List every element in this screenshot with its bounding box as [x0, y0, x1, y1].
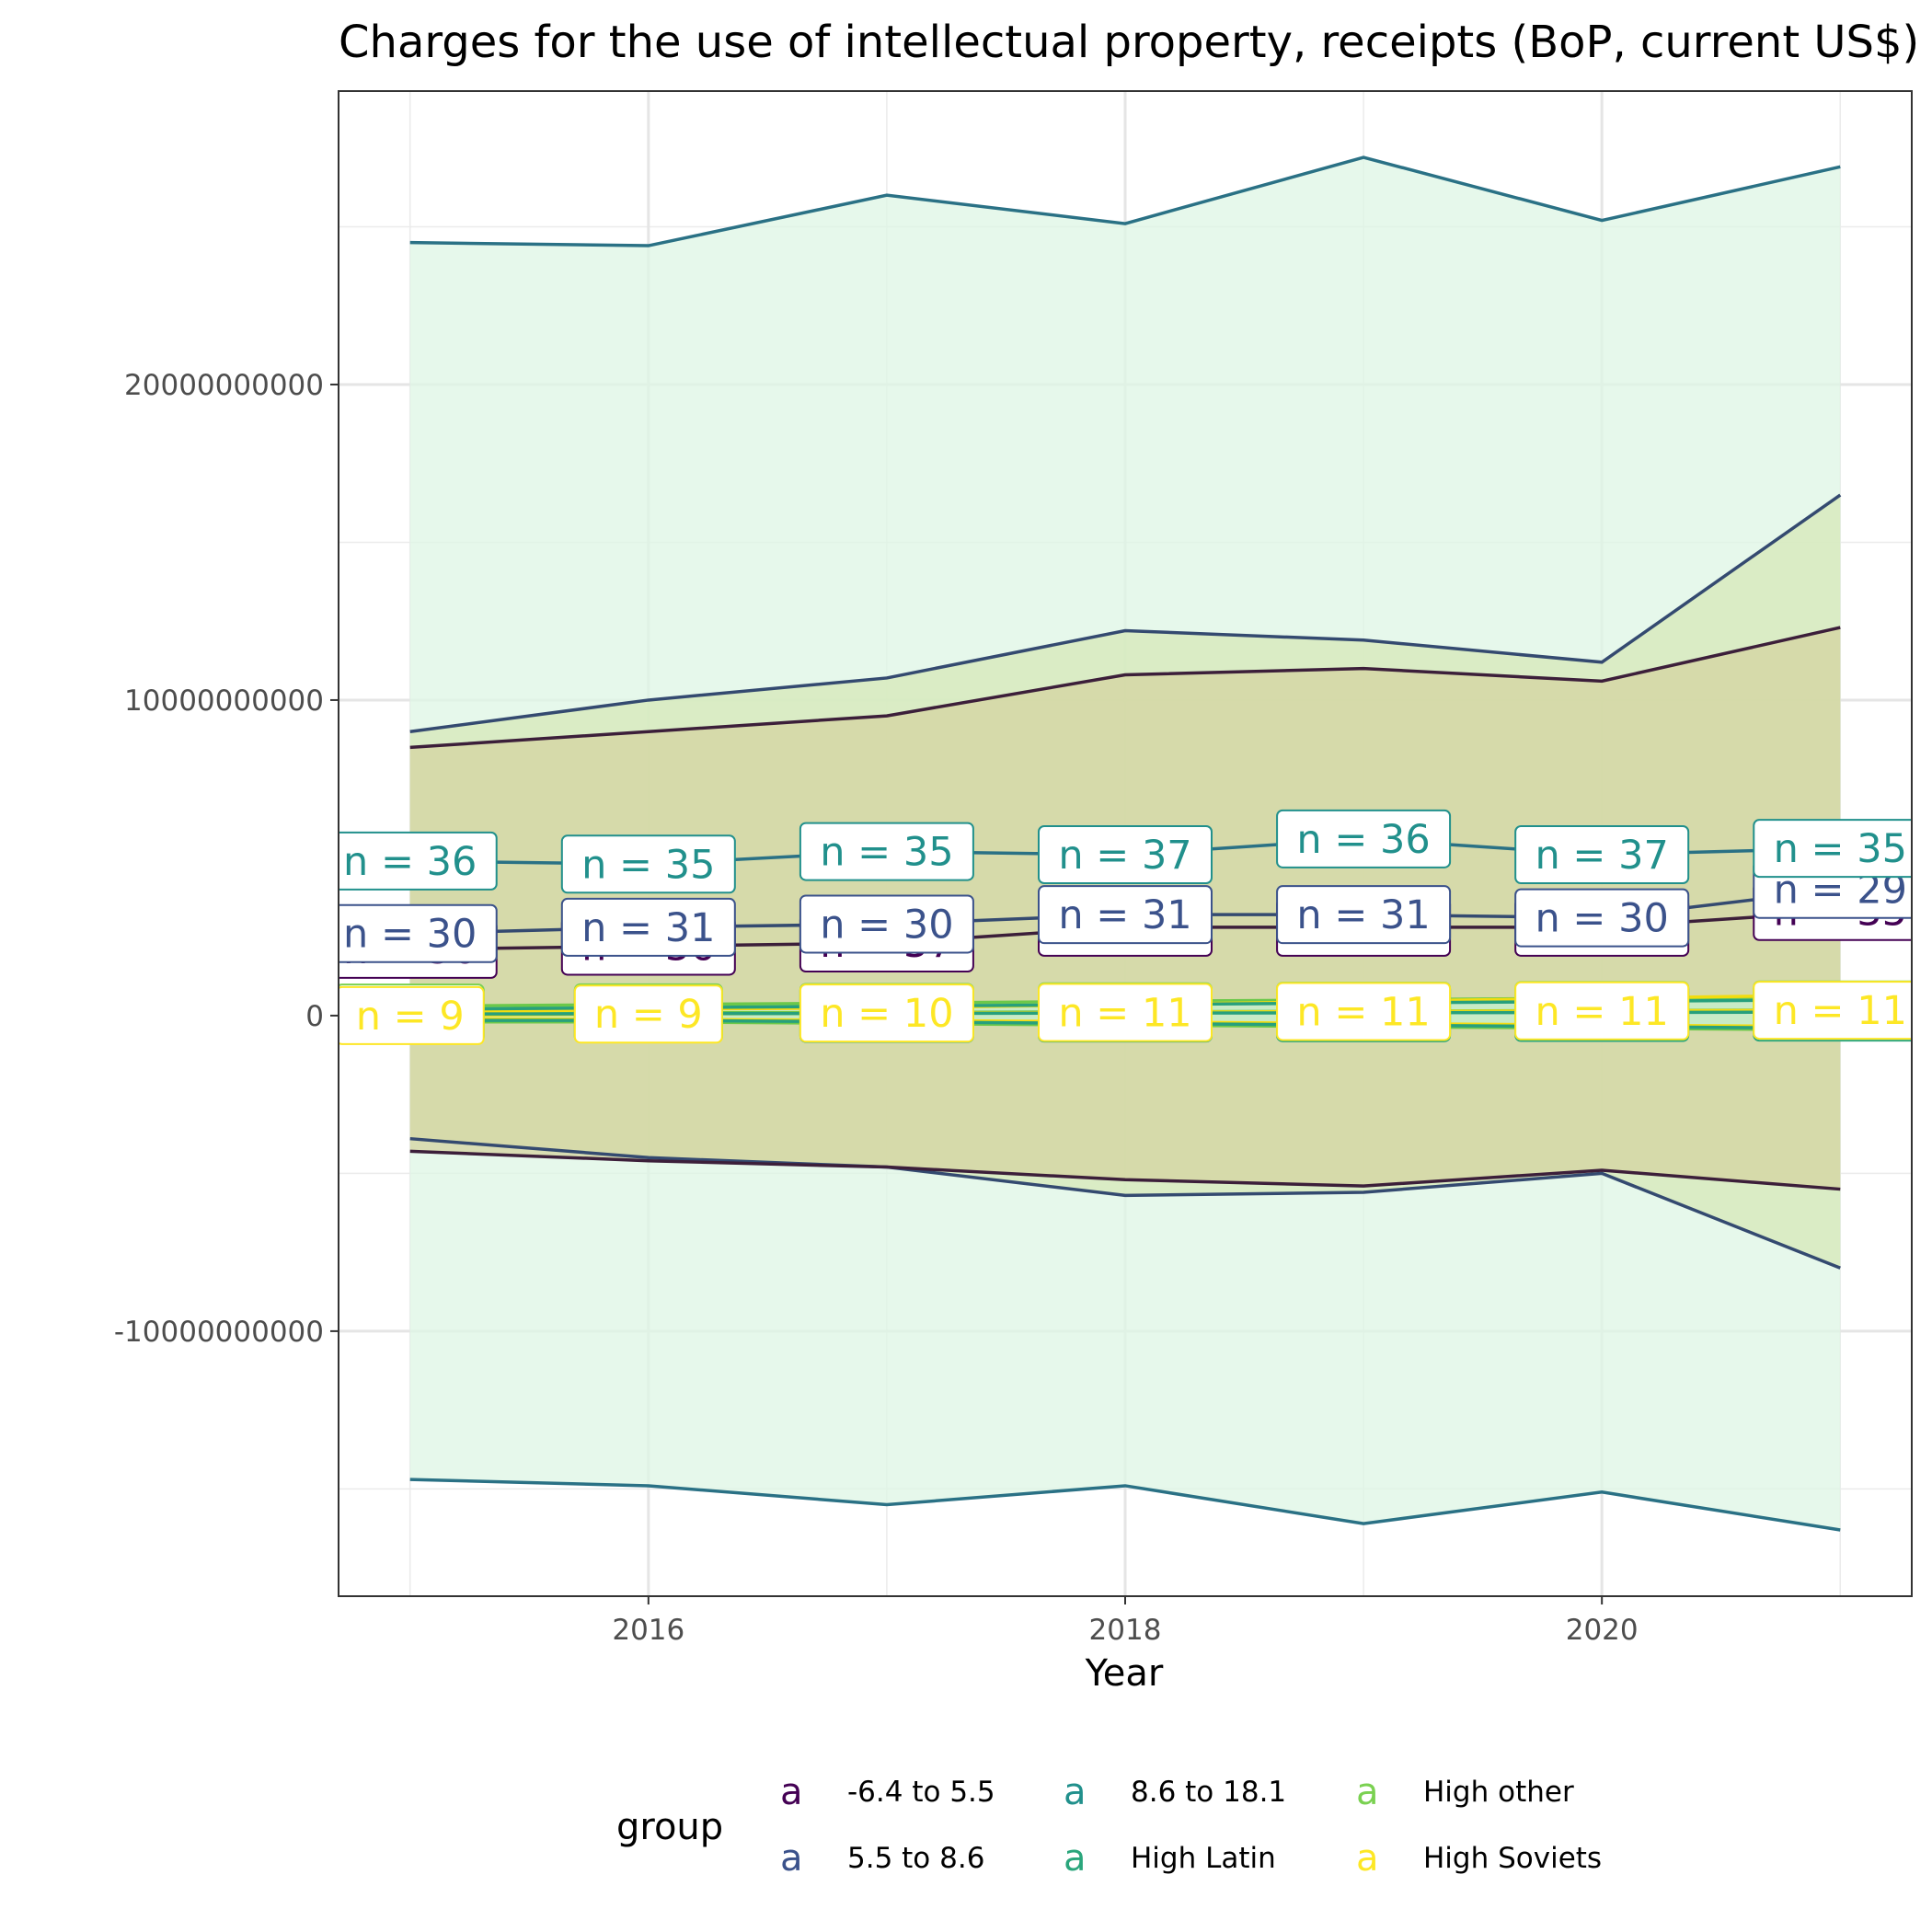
- n-label-text: n = 31: [1058, 892, 1191, 938]
- n-label-box: [1038, 825, 1213, 885]
- n-label: n = 37: [1514, 825, 1690, 885]
- n-label: n = 35: [560, 834, 736, 894]
- n-label-box: [573, 984, 723, 1044]
- n-label: n = 36: [1276, 809, 1452, 868]
- n-label-text: n = 11: [1058, 990, 1191, 1036]
- legend-entry-label: -6.4 to 5.5: [847, 1776, 995, 1809]
- n-label-box: [1038, 983, 1213, 1042]
- upper-bound-line: [409, 493, 1842, 733]
- n-label: n = 37: [1038, 825, 1213, 885]
- n-label-text: n = 35: [820, 830, 953, 876]
- n-label-text: n = 30: [1535, 896, 1669, 942]
- n-label-box: [339, 985, 485, 1045]
- x-tick-label: 2018: [1089, 1614, 1162, 1647]
- n-label-text: n = 30: [343, 912, 477, 958]
- n-label: n = 31: [1038, 885, 1213, 945]
- x-axis-title: Year: [1085, 1652, 1164, 1695]
- n-label: n = 31: [560, 897, 736, 957]
- lower-bound-line: [409, 1149, 1841, 1191]
- n-label-box: [1514, 981, 1690, 1041]
- n-label-box: [1753, 819, 1912, 879]
- n-labels: n = 36n = 36n = 37n = 37n = 37n = 37n = …: [339, 809, 1912, 1045]
- n-label-text: n = 31: [581, 905, 715, 951]
- n-label: n = 30: [1514, 888, 1690, 948]
- n-label-text: n = 10: [820, 991, 953, 1037]
- n-label-box: [1514, 825, 1690, 885]
- lower-bound-line: [409, 1136, 1841, 1270]
- ribbon-bands: [409, 157, 1841, 1530]
- n-label-text: n = 36: [1296, 817, 1430, 863]
- legend-key-glyph: a: [1356, 1771, 1379, 1813]
- legend-entry-label: 8.6 to 18.1: [1131, 1776, 1286, 1809]
- n-label-text: n = 31: [1296, 892, 1430, 938]
- n-label-text: n = 11: [1774, 988, 1907, 1034]
- legend-entry-label: High other: [1423, 1776, 1574, 1809]
- n-label-box: [1514, 888, 1690, 948]
- legend-key-glyph: a: [1064, 1837, 1087, 1880]
- upper-bound-line: [409, 155, 1841, 247]
- lower-bound-line: [409, 1478, 1841, 1532]
- n-label: n = 9: [573, 984, 723, 1044]
- n-label: n = 30: [339, 903, 498, 963]
- n-label: n = 31: [1276, 885, 1452, 945]
- n-label: n = 10: [799, 983, 974, 1043]
- n-label: n = 36: [339, 831, 498, 891]
- n-label: n = 11: [1514, 981, 1690, 1041]
- legend-entry-label: 5.5 to 8.6: [847, 1842, 984, 1875]
- n-label-box: [560, 834, 736, 894]
- n-label-box: [1276, 809, 1452, 868]
- n-label-text: n = 30: [820, 902, 953, 948]
- y-tick-label: -10000000000: [114, 1316, 324, 1349]
- n-label-text: n = 37: [1058, 833, 1191, 879]
- n-label-box: [560, 897, 736, 957]
- y-tick-label: 0: [305, 1000, 324, 1033]
- y-tick-label: 10000000000: [124, 684, 324, 718]
- legend-key-glyph: a: [780, 1771, 803, 1813]
- n-label-text: n = 9: [594, 992, 703, 1038]
- legend-key-glyph: a: [1064, 1771, 1087, 1813]
- legend-key-glyph: a: [780, 1837, 803, 1880]
- legend-entry-label: High Latin: [1131, 1842, 1276, 1875]
- legend-title: group: [616, 1806, 723, 1848]
- n-label-box: [799, 822, 974, 881]
- n-label: n = 35: [799, 822, 974, 881]
- n-label: n = 30: [799, 894, 974, 954]
- legend-entry-label: High Soviets: [1423, 1842, 1602, 1875]
- n-label-text: n = 9: [356, 994, 465, 1040]
- n-label-box: [1753, 981, 1912, 1041]
- n-label-text: n = 35: [1774, 826, 1907, 872]
- x-tick-label: 2016: [612, 1614, 684, 1647]
- upper-bound-line: [409, 626, 1841, 750]
- n-label-text: n = 37: [1535, 833, 1669, 879]
- n-label-box: [339, 831, 498, 891]
- y-tick-label: 20000000000: [124, 369, 324, 402]
- n-label-box: [1276, 982, 1452, 1041]
- n-label: n = 35: [1753, 819, 1912, 879]
- n-label-box: [799, 894, 974, 954]
- n-label-box: [799, 983, 974, 1043]
- n-label: n = 11: [1753, 981, 1912, 1041]
- legend: group a -6.4 to 5.5 a 5.5 to 8.6 a 8.6 to 18.…: [616, 1771, 1602, 1880]
- chart-title: Charges for the use of intellectual prop…: [339, 17, 1919, 68]
- n-label-box: [1276, 885, 1452, 945]
- axes: 20000000000 10000000000 0 -10000000000 2016 2…: [114, 369, 1639, 1647]
- n-label-text: n = 35: [581, 842, 715, 888]
- n-label: n = 11: [1276, 982, 1452, 1041]
- n-label-text: n = 36: [343, 839, 477, 885]
- n-label-text: n = 11: [1296, 989, 1430, 1035]
- legend-key-glyph: a: [1356, 1837, 1379, 1880]
- n-label-box: [339, 903, 498, 963]
- n-label: n = 9: [339, 985, 485, 1045]
- x-tick-label: 2020: [1566, 1614, 1639, 1647]
- n-label-box: [1038, 885, 1213, 945]
- n-label: n = 11: [1038, 983, 1213, 1042]
- n-label-text: n = 11: [1535, 989, 1669, 1035]
